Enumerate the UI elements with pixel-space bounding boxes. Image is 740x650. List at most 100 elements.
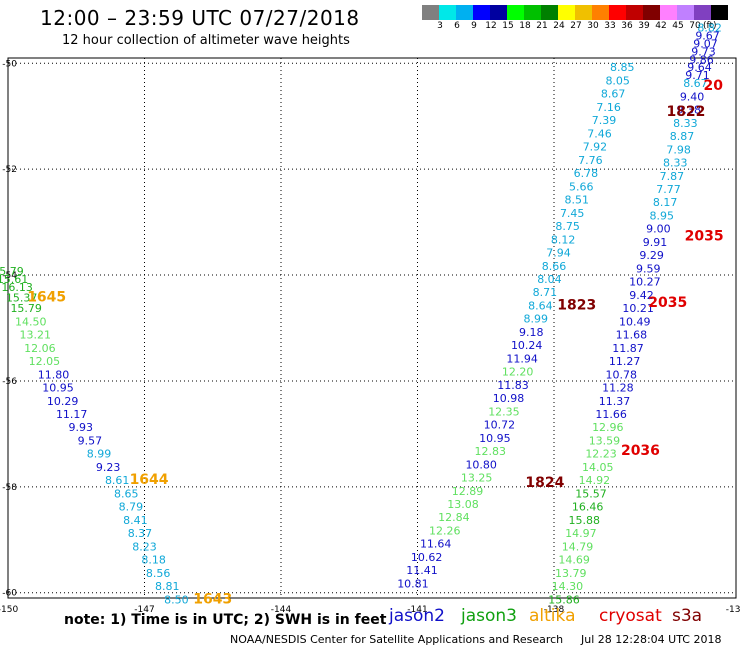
data-point-label: 8.23 <box>132 540 157 553</box>
colorbar-unit: (ft) <box>703 21 717 31</box>
data-point-label: 8.75 <box>555 220 580 233</box>
data-point-label: 10.24 <box>511 339 543 352</box>
data-point-label: 8.66 <box>542 260 567 273</box>
data-point-label: 9.07 <box>693 37 718 50</box>
data-point-label: 10.21 <box>622 302 654 315</box>
data-point-label: 15.86 <box>548 593 580 606</box>
colorbar-swatch <box>660 5 677 20</box>
data-point-label: 7.16 <box>596 101 621 114</box>
data-point-label: 11.66 <box>595 408 627 421</box>
colorbar-swatch <box>524 5 541 20</box>
data-point-label: 9.67 <box>695 29 720 42</box>
data-point-label: 12.06 <box>24 342 56 355</box>
data-point-label: 7.94 <box>546 247 571 260</box>
data-point-label: 8.50 <box>164 593 189 606</box>
data-point-label: 14.05 <box>582 461 614 474</box>
data-point-label: 9.00 <box>646 223 671 236</box>
data-point-label: 12.96 <box>592 421 624 434</box>
time-annotation: 20 <box>704 78 724 94</box>
data-point-label: 8.65 <box>114 487 139 500</box>
colorbar-label: 45 <box>672 21 684 31</box>
data-point-label: 13.08 <box>447 498 479 511</box>
data-point-label: 14.50 <box>15 315 47 328</box>
data-point-label: 10.80 <box>465 458 497 471</box>
colorbar-swatch <box>541 5 558 20</box>
data-point-label: 11.68 <box>616 329 648 342</box>
colorbar-label: 33 <box>604 21 616 31</box>
satellite-legend-item: jason3 <box>461 606 517 626</box>
data-point-label: 8.81 <box>155 580 180 593</box>
data-point-label: 8.67 <box>683 77 708 90</box>
data-point-label: 9.29 <box>639 249 664 262</box>
colorbar-label: 21 <box>536 21 548 31</box>
data-point-label: 13.25 <box>461 472 493 485</box>
credit-text: NOAA/NESDIS Center for Satellite Applica… <box>230 633 564 646</box>
data-point-label: 7.46 <box>587 127 612 140</box>
data-point-label: 8.18 <box>141 554 166 567</box>
data-point-label: 10.78 <box>606 368 638 381</box>
data-point-label: 12.23 <box>585 448 617 461</box>
data-point-label: 8.41 <box>123 514 148 527</box>
data-point-label: 8.67 <box>601 88 626 101</box>
data-point-label: 15.79 <box>10 302 42 315</box>
data-point-label: 9.38 <box>676 104 701 117</box>
data-point-label: 11.80 <box>38 368 70 381</box>
colorbar-label: 36 <box>621 21 633 31</box>
colorbar-label: 30 <box>587 21 599 31</box>
data-point-label: 12.84 <box>438 511 470 524</box>
data-point-label: 8.79 <box>119 501 144 514</box>
data-point-label: 8.71 <box>533 286 558 299</box>
data-point-label: 8.05 <box>605 74 630 87</box>
data-point-label: 9.57 <box>78 434 103 447</box>
data-point-label: 9.59 <box>636 262 661 275</box>
data-point-label: 15.57 <box>575 487 607 500</box>
time-annotation: 1824 <box>525 475 564 491</box>
colorbar-swatch <box>473 5 490 20</box>
colorbar-swatch <box>711 5 728 20</box>
data-point-label: 8.37 <box>128 527 153 540</box>
time-annotation: 2036 <box>621 443 660 459</box>
x-tick-label: -150 <box>0 605 18 615</box>
colorbar-label: 27 <box>570 21 582 31</box>
data-point-label: 12.89 <box>452 485 484 498</box>
satellite-legend-item: cryosat <box>599 606 662 626</box>
data-point-label: 10.27 <box>629 276 661 289</box>
satellite-legend-item: altika <box>529 606 576 626</box>
colorbar-swatch <box>422 5 439 20</box>
data-point-label: 7.76 <box>578 154 603 167</box>
data-point-label: 10.95 <box>42 382 74 395</box>
data-point-label: 9.73 <box>691 45 716 58</box>
plot-frame <box>7 57 737 599</box>
colorbar-label: 24 <box>553 21 565 31</box>
data-point-label: 8.56 <box>146 567 171 580</box>
data-point-label: 14.79 <box>562 540 594 553</box>
data-point-label: 11.83 <box>497 379 529 392</box>
data-point-label: 8.33 <box>663 157 688 170</box>
data-point-label: 15.61 <box>0 273 28 286</box>
time-annotation: 1822 <box>666 104 705 120</box>
data-point-label: 12.20 <box>502 366 534 379</box>
data-point-label: 8.12 <box>551 233 576 246</box>
colorbar-swatch <box>456 5 473 20</box>
data-point-label: 13.79 <box>555 567 587 580</box>
data-point-label: 15.88 <box>568 514 600 527</box>
data-point-label: 9.40 <box>680 90 705 103</box>
data-point-label: 8.17 <box>653 196 678 209</box>
y-tick-label: -52 <box>2 165 17 175</box>
data-point-label: 11.94 <box>506 352 538 365</box>
data-point-label: 16.13 <box>1 281 33 294</box>
data-point-label: 10.29 <box>47 395 79 408</box>
x-tick-label: -147 <box>134 605 154 615</box>
colorbar-swatch <box>643 5 660 20</box>
footer-note: note: 1) Time is in UTC; 2) SWH is in fe… <box>64 612 387 628</box>
data-point-label: 10.95 <box>479 432 511 445</box>
colorbar-swatch <box>507 5 524 20</box>
data-point-label: 11.41 <box>406 564 438 577</box>
data-point-label: 13.21 <box>20 329 52 342</box>
data-point-label: 8.64 <box>528 299 553 312</box>
data-point-label: 5.66 <box>569 180 594 193</box>
data-point-label: 8.99 <box>524 313 549 326</box>
data-point-label: 7.92 <box>583 141 608 154</box>
